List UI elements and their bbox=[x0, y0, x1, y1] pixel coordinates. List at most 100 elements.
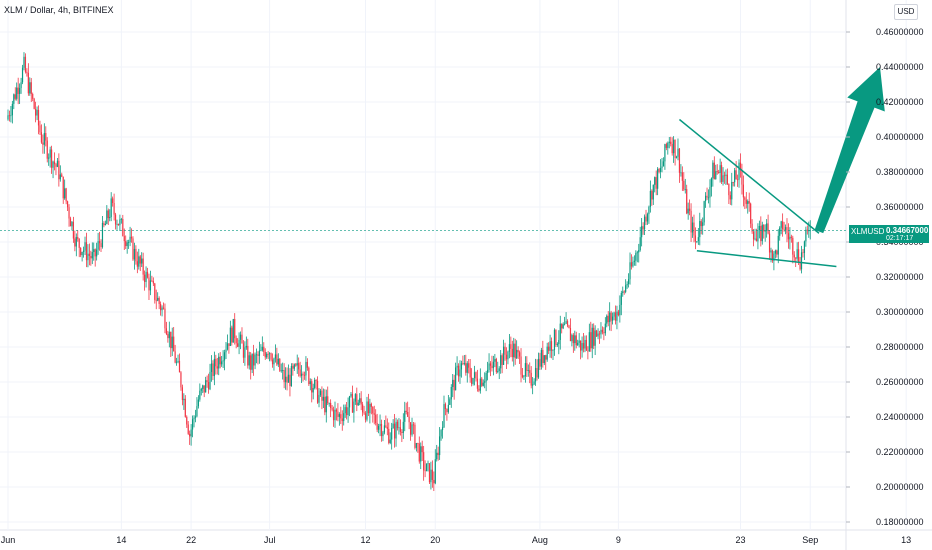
candle-body bbox=[388, 428, 390, 443]
candle-body bbox=[518, 352, 521, 357]
candle-body bbox=[550, 341, 553, 351]
candle-body bbox=[27, 72, 29, 94]
candle-body bbox=[209, 371, 211, 390]
candle-body bbox=[809, 230, 811, 232]
candle-body bbox=[805, 229, 807, 242]
candle-body bbox=[52, 161, 54, 168]
candle-body bbox=[484, 381, 486, 383]
candle-body bbox=[235, 338, 237, 344]
price-axis[interactable]: 0.46000000 0.44000000 0.42000000 0.40000000… bbox=[846, 27, 924, 527]
candle-body bbox=[58, 160, 60, 180]
currency-button[interactable]: USD bbox=[894, 4, 918, 20]
candle-body bbox=[75, 236, 77, 247]
bullish-arrow[interactable] bbox=[814, 67, 885, 234]
candle-body bbox=[553, 329, 556, 350]
time-axis[interactable]: Jun1422Jul1220Aug923Sep1321Oct11 bbox=[1, 535, 932, 545]
candle-body bbox=[779, 227, 781, 236]
candle-body bbox=[146, 271, 149, 278]
candle-body bbox=[575, 335, 577, 346]
candle-body bbox=[529, 370, 531, 373]
candle-body bbox=[216, 366, 218, 369]
candle-body bbox=[751, 223, 753, 232]
trend-line[interactable] bbox=[696, 250, 837, 268]
candle-body bbox=[183, 398, 185, 401]
candle-body bbox=[574, 335, 576, 344]
candle-body bbox=[274, 354, 277, 359]
candle-body bbox=[546, 346, 548, 360]
candle-body bbox=[577, 342, 579, 346]
candle-body bbox=[74, 238, 76, 247]
candle-body bbox=[434, 459, 436, 484]
candle-body bbox=[590, 332, 592, 349]
candle-body bbox=[787, 233, 790, 240]
candle-body bbox=[222, 360, 224, 362]
candle-body bbox=[164, 308, 166, 329]
candle-body bbox=[71, 221, 73, 227]
chart-title: XLM / Dollar, 4h, BITFINEX bbox=[4, 5, 114, 15]
candle-body bbox=[312, 387, 314, 393]
candle-body bbox=[353, 401, 355, 413]
candle-body bbox=[362, 404, 364, 413]
candle-body bbox=[128, 242, 130, 243]
candle-body bbox=[638, 250, 640, 253]
candle-body bbox=[415, 443, 417, 448]
candle-body bbox=[771, 250, 774, 261]
price-tick-label: 0.28000000 bbox=[876, 342, 924, 352]
candle-body bbox=[84, 242, 86, 251]
candle-body bbox=[119, 219, 121, 226]
candle-body bbox=[389, 439, 391, 443]
candle-body bbox=[171, 336, 173, 349]
candle-body bbox=[610, 312, 612, 321]
candle-body bbox=[228, 343, 230, 346]
candle-body bbox=[441, 427, 444, 431]
candle-body bbox=[754, 238, 756, 240]
trend-line[interactable] bbox=[678, 118, 820, 234]
candle-body bbox=[173, 336, 175, 352]
candle-body bbox=[369, 403, 371, 414]
candle-body bbox=[752, 231, 755, 240]
candle-body bbox=[149, 280, 152, 291]
candle-body bbox=[155, 299, 157, 301]
candle-body bbox=[444, 404, 447, 409]
candle-body bbox=[609, 312, 611, 323]
candle-body bbox=[116, 223, 118, 225]
candle-body bbox=[110, 198, 112, 217]
candle-body bbox=[270, 353, 272, 360]
candle-body bbox=[662, 161, 665, 167]
candle-body bbox=[671, 143, 673, 154]
candle-body bbox=[88, 253, 90, 256]
candle-body bbox=[747, 201, 749, 204]
candle-body bbox=[526, 363, 528, 371]
candle-body bbox=[133, 248, 136, 260]
candle-body bbox=[603, 332, 605, 334]
candle-body bbox=[378, 425, 380, 430]
candle-body bbox=[186, 416, 188, 425]
candle-body bbox=[331, 408, 333, 410]
candle-body bbox=[417, 443, 419, 444]
candle-body bbox=[549, 341, 551, 351]
candle-body bbox=[382, 432, 384, 437]
candle-body bbox=[161, 307, 163, 311]
candle-body bbox=[409, 422, 412, 435]
candle-body bbox=[792, 237, 794, 255]
candle-body bbox=[170, 331, 172, 349]
candle-body bbox=[572, 335, 574, 344]
candle-body bbox=[328, 402, 330, 404]
candle-body bbox=[351, 393, 354, 413]
candle-body bbox=[773, 253, 775, 261]
candle-body bbox=[142, 258, 144, 275]
candle-body bbox=[250, 355, 252, 370]
candle-body bbox=[555, 329, 557, 345]
candle-body bbox=[245, 345, 247, 348]
candle-body bbox=[744, 197, 746, 200]
candle-body bbox=[283, 370, 285, 383]
candle-body bbox=[428, 463, 431, 483]
candle-body bbox=[385, 425, 387, 428]
candle-body bbox=[380, 424, 383, 437]
candle-body bbox=[627, 279, 630, 284]
candle-body bbox=[141, 258, 143, 264]
candle-body bbox=[659, 167, 662, 172]
candle-body bbox=[36, 109, 38, 116]
candle-body bbox=[450, 386, 452, 400]
